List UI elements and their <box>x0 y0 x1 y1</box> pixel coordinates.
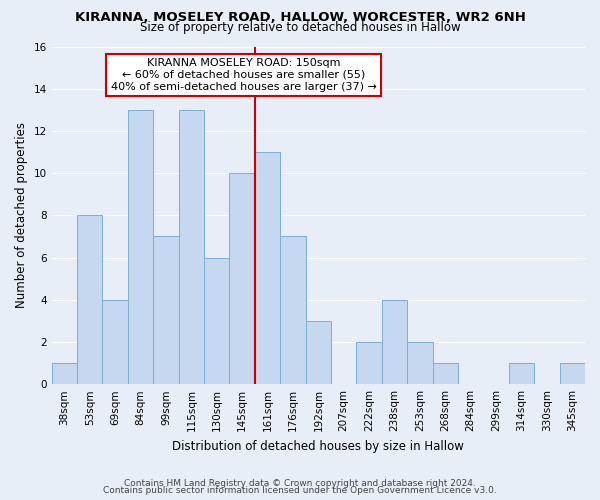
Bar <box>204 258 229 384</box>
Bar <box>509 363 534 384</box>
Bar <box>407 342 433 384</box>
Bar <box>52 363 77 384</box>
Bar <box>280 236 305 384</box>
Bar <box>179 110 204 384</box>
Bar <box>356 342 382 384</box>
Text: KIRANNA, MOSELEY ROAD, HALLOW, WORCESTER, WR2 6NH: KIRANNA, MOSELEY ROAD, HALLOW, WORCESTER… <box>74 11 526 24</box>
X-axis label: Distribution of detached houses by size in Hallow: Distribution of detached houses by size … <box>172 440 464 452</box>
Bar <box>229 173 255 384</box>
Bar <box>77 216 103 384</box>
Bar <box>103 300 128 384</box>
Text: Contains HM Land Registry data © Crown copyright and database right 2024.: Contains HM Land Registry data © Crown c… <box>124 478 476 488</box>
Text: Size of property relative to detached houses in Hallow: Size of property relative to detached ho… <box>140 22 460 35</box>
Text: KIRANNA MOSELEY ROAD: 150sqm
← 60% of detached houses are smaller (55)
40% of se: KIRANNA MOSELEY ROAD: 150sqm ← 60% of de… <box>111 58 377 92</box>
Bar <box>560 363 585 384</box>
Bar <box>433 363 458 384</box>
Y-axis label: Number of detached properties: Number of detached properties <box>15 122 28 308</box>
Bar <box>128 110 153 384</box>
Bar <box>153 236 179 384</box>
Bar <box>255 152 280 384</box>
Bar <box>305 321 331 384</box>
Text: Contains public sector information licensed under the Open Government Licence v3: Contains public sector information licen… <box>103 486 497 495</box>
Bar <box>382 300 407 384</box>
